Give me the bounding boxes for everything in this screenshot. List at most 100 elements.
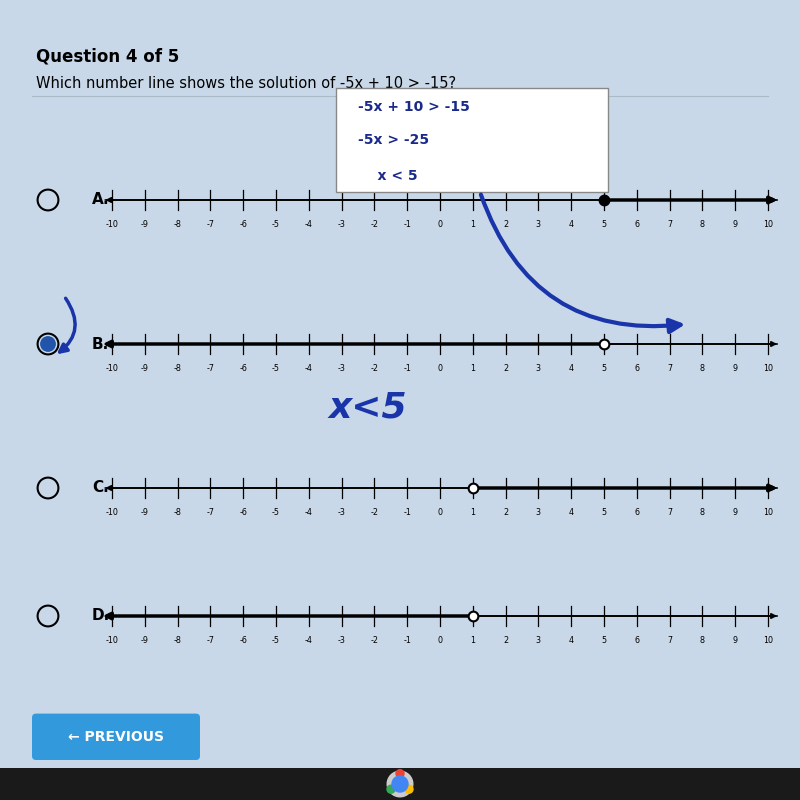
Text: -5: -5 <box>272 220 280 229</box>
Text: 6: 6 <box>634 636 639 645</box>
Text: 5: 5 <box>602 364 606 373</box>
Text: -7: -7 <box>206 636 214 645</box>
Text: 0: 0 <box>438 636 442 645</box>
Text: -4: -4 <box>305 508 313 517</box>
Circle shape <box>392 776 408 792</box>
FancyArrowPatch shape <box>481 194 681 332</box>
Text: -9: -9 <box>141 636 149 645</box>
Text: 10: 10 <box>763 220 773 229</box>
Text: -4: -4 <box>305 636 313 645</box>
Text: -5: -5 <box>272 508 280 517</box>
Text: 9: 9 <box>733 364 738 373</box>
FancyBboxPatch shape <box>32 714 200 760</box>
Circle shape <box>396 770 404 778</box>
Text: -2: -2 <box>370 508 378 517</box>
Text: -2: -2 <box>370 636 378 645</box>
Text: 3: 3 <box>536 508 541 517</box>
Text: 0: 0 <box>438 364 442 373</box>
Text: 7: 7 <box>667 508 672 517</box>
Text: -5x > -25: -5x > -25 <box>358 133 429 147</box>
Text: 4: 4 <box>569 636 574 645</box>
Text: 8: 8 <box>700 508 705 517</box>
Text: 3: 3 <box>536 364 541 373</box>
Text: -5: -5 <box>272 364 280 373</box>
Text: C.: C. <box>92 481 109 495</box>
Text: -3: -3 <box>338 364 346 373</box>
Text: 8: 8 <box>700 220 705 229</box>
Text: 4: 4 <box>569 220 574 229</box>
Text: x<5: x<5 <box>329 391 407 425</box>
Text: -10: -10 <box>106 508 118 517</box>
Text: 7: 7 <box>667 364 672 373</box>
Text: 7: 7 <box>667 636 672 645</box>
Text: 8: 8 <box>700 364 705 373</box>
Circle shape <box>387 771 413 797</box>
Text: 4: 4 <box>569 508 574 517</box>
Text: -10: -10 <box>106 636 118 645</box>
Bar <box>0 768 800 800</box>
Text: 4: 4 <box>569 364 574 373</box>
Text: -4: -4 <box>305 220 313 229</box>
Text: 2: 2 <box>503 636 508 645</box>
Text: -7: -7 <box>206 508 214 517</box>
Text: 2: 2 <box>503 364 508 373</box>
Text: 3: 3 <box>536 220 541 229</box>
Text: -9: -9 <box>141 508 149 517</box>
Text: 10: 10 <box>763 508 773 517</box>
Text: 5: 5 <box>602 508 606 517</box>
Text: -7: -7 <box>206 364 214 373</box>
Circle shape <box>387 786 395 794</box>
Text: 2: 2 <box>503 220 508 229</box>
Text: 9: 9 <box>733 220 738 229</box>
Text: 0: 0 <box>438 220 442 229</box>
Text: 9: 9 <box>733 636 738 645</box>
Text: -1: -1 <box>403 508 411 517</box>
Text: -8: -8 <box>174 364 182 373</box>
Text: ← PREVIOUS: ← PREVIOUS <box>68 730 164 744</box>
Text: 1: 1 <box>470 508 475 517</box>
Text: -10: -10 <box>106 364 118 373</box>
Text: -3: -3 <box>338 508 346 517</box>
Circle shape <box>405 786 413 794</box>
Text: -3: -3 <box>338 636 346 645</box>
Text: 0: 0 <box>438 508 442 517</box>
Text: 2: 2 <box>503 508 508 517</box>
Text: -4: -4 <box>305 364 313 373</box>
Text: -8: -8 <box>174 636 182 645</box>
Text: -2: -2 <box>370 220 378 229</box>
Text: -6: -6 <box>239 636 247 645</box>
Text: -6: -6 <box>239 364 247 373</box>
Text: 3: 3 <box>536 636 541 645</box>
Text: 7: 7 <box>667 220 672 229</box>
Text: 9: 9 <box>733 508 738 517</box>
Text: -5x + 10 > -15: -5x + 10 > -15 <box>358 100 470 114</box>
Text: 5: 5 <box>602 220 606 229</box>
Text: -3: -3 <box>338 220 346 229</box>
Text: 6: 6 <box>634 220 639 229</box>
Text: -7: -7 <box>206 220 214 229</box>
Text: -2: -2 <box>370 364 378 373</box>
Text: B.: B. <box>92 337 110 351</box>
Text: -1: -1 <box>403 364 411 373</box>
Text: 1: 1 <box>470 636 475 645</box>
Text: Question 4 of 5: Question 4 of 5 <box>36 48 179 66</box>
Text: 5: 5 <box>602 636 606 645</box>
Text: 6: 6 <box>634 364 639 373</box>
Text: -8: -8 <box>174 220 182 229</box>
Text: -1: -1 <box>403 636 411 645</box>
Text: 1: 1 <box>470 364 475 373</box>
Text: -8: -8 <box>174 508 182 517</box>
Text: -6: -6 <box>239 220 247 229</box>
Circle shape <box>41 337 55 351</box>
Text: -6: -6 <box>239 508 247 517</box>
Text: -9: -9 <box>141 364 149 373</box>
Text: -5: -5 <box>272 636 280 645</box>
Text: D.: D. <box>92 609 110 623</box>
Text: 10: 10 <box>763 636 773 645</box>
Text: 6: 6 <box>634 508 639 517</box>
Text: -9: -9 <box>141 220 149 229</box>
FancyArrowPatch shape <box>60 298 75 352</box>
Text: 1: 1 <box>470 220 475 229</box>
Text: -1: -1 <box>403 220 411 229</box>
Text: 10: 10 <box>763 364 773 373</box>
